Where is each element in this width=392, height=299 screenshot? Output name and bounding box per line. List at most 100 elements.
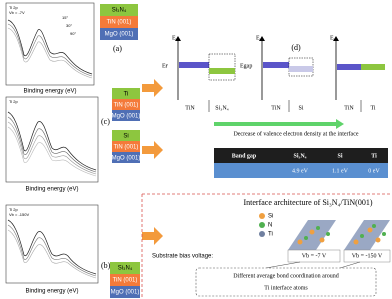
pointer (339, 261, 361, 269)
band (289, 66, 313, 72)
bias-box (343, 249, 391, 263)
atom (316, 226, 320, 230)
layer (110, 262, 140, 274)
legend-label: Ti (268, 232, 273, 238)
layer-label: MgO (001) (105, 32, 134, 38)
energy-axis-label: E (330, 35, 334, 41)
material-label: TiN (185, 105, 195, 111)
arrows (142, 79, 163, 245)
bias-value: Vb = -150 V (352, 253, 383, 259)
bias-label: Vb = -7V (9, 10, 25, 15)
energy-axis-label: E (256, 35, 260, 41)
panel-a: Ti 2p Vb = -7V 15° 30° 90° Binding energ… (5, 2, 138, 95)
atom (367, 227, 373, 233)
spectrum-curve (7, 126, 97, 177)
panel-label: (d) (291, 43, 301, 52)
spectrum-curve (7, 111, 97, 171)
band-diagrams: E Eғ TiN Si₃N₄ E Egap TiN Si (d) E TiN T… (162, 35, 385, 137)
panel-label: (a) (113, 44, 122, 53)
band (179, 62, 209, 68)
bias-box (287, 249, 341, 263)
atom (309, 229, 315, 235)
atom-model (288, 220, 390, 250)
band-gap-table: Band gap Si₃N₄ Si Ti 4.9 eV 1.1 eV 0 eV (214, 148, 388, 178)
atom (372, 224, 376, 228)
note-line: Ti interface atoms (264, 284, 308, 291)
spectrum-curve (7, 219, 97, 275)
bias-label: Vb = -150V (9, 212, 29, 217)
table-row (214, 163, 388, 178)
architecture: Interface architecture of Si₃N₄/TiN(001)… (152, 198, 391, 297)
pointer (265, 261, 301, 269)
angle-label: 15° (62, 15, 68, 20)
layer (112, 141, 140, 152)
panel-b: Ti 2p Vb = -150V Binding energy (eV) Si₃… (5, 204, 140, 298)
x-axis-label: Binding energy (eV) (23, 89, 76, 95)
header-cell: Band gap (232, 153, 257, 159)
spectrum-curve (7, 121, 97, 175)
layer (100, 16, 138, 28)
energy-axis-label: E (172, 35, 176, 41)
layer-label: Si₃N₄ (112, 8, 127, 14)
bias-value: Vb = -7 V (302, 253, 327, 259)
spectrum-curve (7, 224, 97, 277)
x-axis-label: Binding energy (eV) (25, 187, 78, 193)
gap-label: Egap (240, 63, 252, 69)
layer (112, 130, 140, 141)
band (361, 64, 385, 70)
atom (375, 237, 381, 243)
layer-label: TiN (001) (114, 103, 139, 109)
layer-label: TiN (001) (107, 20, 132, 26)
arrow (142, 227, 163, 245)
legend-dot (259, 222, 265, 228)
table-cell: 0 eV (368, 168, 380, 174)
table-header (214, 148, 388, 163)
material-label: TiN (344, 105, 354, 111)
layer (112, 152, 140, 163)
gap-box (208, 53, 236, 81)
layer-label: MgO (001) (111, 290, 140, 296)
atom (353, 239, 359, 245)
note-box (195, 267, 377, 297)
arrow (142, 79, 163, 97)
panel-c: Ti 2p Binding energy (eV) (c) Ti TiN (00… (5, 88, 141, 193)
spectrum-curve (7, 19, 93, 75)
atom (297, 239, 303, 245)
material-label: Ti (370, 105, 375, 111)
angle-label: 30° (66, 23, 72, 28)
layer-label: MgO (001) (112, 114, 141, 120)
spectrum-label: Ti 2p (9, 207, 19, 212)
plot-frame (5, 2, 95, 86)
material-label: TiN (271, 105, 281, 111)
plot-frame (5, 204, 99, 284)
layer-label: Ti (124, 92, 129, 98)
layer (110, 274, 140, 286)
axis-arrow (175, 36, 181, 41)
arrow (142, 141, 163, 159)
axis-arrow (333, 36, 339, 41)
layer (112, 110, 140, 121)
fermi-label: Eғ (162, 63, 169, 69)
band (337, 64, 361, 70)
note-line: Different average bond coordination arou… (233, 272, 339, 279)
x-axis-label: Binding energy (eV) (25, 289, 78, 295)
axis-arrow (259, 36, 265, 41)
bias-label: Substrate bias voltage: (152, 254, 213, 260)
spectrum-curve (7, 23, 93, 77)
material-label: Si (298, 105, 303, 111)
panel-label: (b) (101, 261, 111, 270)
legend-dot (259, 213, 265, 219)
layer (112, 88, 140, 99)
atom (382, 232, 386, 236)
band (263, 62, 289, 68)
layer-label: Si (123, 134, 128, 140)
architecture-title: Interface architecture of Si₃N₄/TiN(001) (243, 198, 372, 207)
material-label: Si₃N₄ (215, 105, 229, 111)
header-cell: Si₃N₄ (294, 153, 307, 159)
band (209, 68, 235, 74)
header-cell: Si (337, 153, 342, 159)
layer-label: TiN (001) (113, 278, 138, 284)
layer-label: MgO (001) (112, 156, 141, 162)
trend-arrow (214, 119, 344, 129)
